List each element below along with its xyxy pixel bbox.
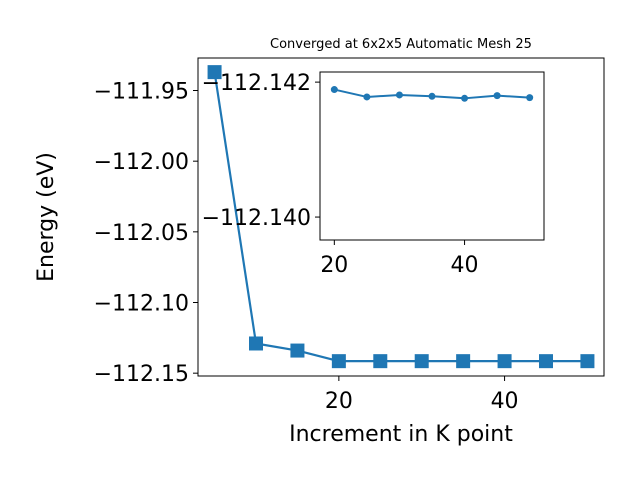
main-data-point [290,343,305,358]
main-data-point [539,354,553,369]
inset-marker-layer [330,86,534,102]
main-y-tick-label: −112.15 [94,362,189,387]
main-line-layer [213,71,588,363]
main-data-point [373,354,388,369]
inset-data-point [526,94,534,102]
inset-data-point [363,93,371,101]
inset-data-point [330,86,338,94]
inset-x-tick-label: 20 [320,253,348,278]
x-axis-label: Increment in K point [289,422,513,447]
main-data-point [249,336,263,351]
inset-data-point [461,94,469,102]
main-axes-frame [197,57,605,377]
inset-y-tick-label: −112.142 [202,71,311,96]
y-axis-label: Energy (eV) [34,152,59,282]
inset-x-tick-label: 40 [451,253,479,278]
main-y-tick-label: −112.00 [94,150,189,175]
inset-y-tick-label: −112.140 [202,206,311,231]
inset-data-point [428,92,436,100]
inset-axes: 20 40 −112.142−112.140 [202,71,545,278]
main-ytick-layer: −111.95 −112.00 −112.05 −112.10 −112.15 [94,80,198,387]
main-data-point [331,354,346,369]
main-x-tick-label: 20 [325,389,353,414]
main-y-tick-label: −112.10 [94,292,189,317]
inset-data-point [493,92,501,100]
chart-title: Converged at 6x2x5 Automatic Mesh 25 [270,37,532,52]
main-y-tick-label: −111.95 [94,80,189,105]
main-data-point [497,354,512,369]
main-series-line [213,71,588,363]
inset-ytick-layer: −112.142 −112.140 [202,71,320,231]
main-data-point [580,354,595,369]
inset-plot-area [320,72,544,240]
inset-xtick-layer: 20 40 [320,240,479,278]
inset-axes-frame [319,71,545,241]
main-marker-layer [207,65,595,369]
inset-data-point [395,91,403,99]
main-data-point [456,354,471,369]
main-data-point [414,354,429,369]
main-xtick-layer: 20 40 [325,376,519,414]
main-y-tick-label: −112.05 [94,221,189,246]
main-x-tick-label: 40 [491,389,519,414]
main-data-point [207,65,222,80]
